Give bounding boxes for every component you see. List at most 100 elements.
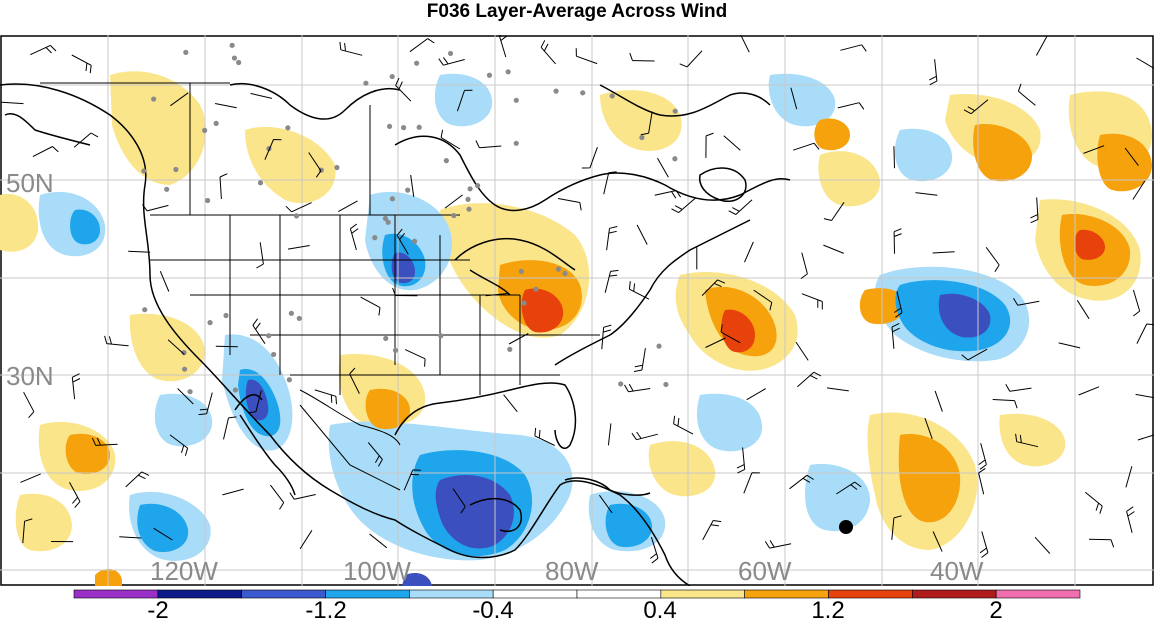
station-dot xyxy=(518,268,524,275)
colorbar-swatch xyxy=(157,589,242,599)
wind-barb xyxy=(91,437,118,446)
station-dot xyxy=(672,108,678,114)
wind-barb xyxy=(1132,289,1141,317)
wind-barb xyxy=(740,35,750,53)
wind-barb xyxy=(631,431,658,441)
wind-barb xyxy=(736,447,746,474)
wind-barb xyxy=(1034,536,1051,554)
wind-barb xyxy=(746,388,766,401)
wind-barb xyxy=(540,40,556,65)
station-dot xyxy=(285,125,291,131)
colorbar-swatch xyxy=(73,589,159,599)
wind-barb xyxy=(978,467,986,495)
station-dot xyxy=(293,213,300,219)
station-dot xyxy=(207,320,213,326)
wind-map: 50N 30N 120W 100W 80W 60W 40W xyxy=(0,35,1154,586)
station-dot xyxy=(164,186,170,192)
wind-barb xyxy=(671,197,696,214)
station-dot xyxy=(414,60,420,66)
wind-barb xyxy=(728,199,753,215)
station-dot xyxy=(334,164,340,171)
wind-barb xyxy=(963,99,989,115)
wind-barb xyxy=(339,41,363,56)
wind-barb xyxy=(20,473,41,483)
wind-barb xyxy=(624,383,651,393)
wind-barb xyxy=(338,200,358,213)
lat-lon-grid xyxy=(0,35,1154,586)
wind-barb xyxy=(128,250,151,253)
wind-barb xyxy=(508,333,529,345)
wind-barb xyxy=(1137,434,1154,441)
station-dot xyxy=(533,286,539,292)
wind-barb xyxy=(836,481,862,495)
wind-barb xyxy=(978,443,987,470)
wind-barb xyxy=(1084,491,1103,514)
station-dot xyxy=(187,389,193,395)
wind-barb xyxy=(705,132,714,158)
colorbar-tick-0-4: 0.4 xyxy=(643,597,676,622)
colorbar: -2 -1.2 -0.4 0.4 1.2 2 xyxy=(73,589,1081,622)
station-dot xyxy=(223,312,229,319)
wind-barb xyxy=(403,469,421,491)
wind-barb xyxy=(603,171,617,195)
lon-label-40w: 40W xyxy=(930,556,984,586)
wind-barb xyxy=(1030,197,1039,224)
station-dot xyxy=(663,381,669,388)
wind-barb xyxy=(23,391,35,419)
wind-barb xyxy=(891,322,900,349)
wind-barb xyxy=(992,399,1018,409)
wind-barb xyxy=(256,242,264,269)
wind-barb xyxy=(673,415,694,435)
wind-barb xyxy=(657,157,669,178)
wind-barb xyxy=(198,392,213,416)
station-dot xyxy=(181,350,187,356)
wind-barb xyxy=(71,373,81,400)
wind-barb xyxy=(299,530,313,550)
wind-barb xyxy=(215,103,237,109)
station-dot xyxy=(618,381,624,387)
wind-barb xyxy=(640,111,653,136)
political-borders xyxy=(40,82,600,491)
station-dot xyxy=(451,212,457,219)
wind-barb xyxy=(30,44,57,56)
wind-barb xyxy=(894,291,903,318)
wind-barb xyxy=(1132,180,1146,200)
wind-barb xyxy=(789,474,814,490)
wind-barb xyxy=(1126,506,1135,533)
wind-barb xyxy=(826,387,849,392)
colorbar-swatches xyxy=(73,589,1081,599)
wind-barb xyxy=(633,348,646,373)
station-dot xyxy=(386,123,393,130)
station-dot xyxy=(389,73,395,80)
map-title: F036 Layer-Average Across Wind xyxy=(426,1,728,22)
station-dot xyxy=(173,166,179,173)
station-dot xyxy=(392,347,399,353)
wind-barb xyxy=(924,417,933,439)
station-dot xyxy=(400,125,407,131)
wind-barb xyxy=(1017,83,1036,106)
wind-barb xyxy=(456,89,473,112)
wind-barb xyxy=(440,129,461,150)
wind-barb xyxy=(222,488,244,496)
wind-barb xyxy=(250,92,273,99)
station-dot xyxy=(412,238,418,244)
station-dot xyxy=(389,196,396,202)
wind-barb xyxy=(498,35,508,58)
wind-barb xyxy=(701,279,726,296)
wind-barb xyxy=(628,281,650,300)
wind-barb xyxy=(71,54,92,74)
wind-barb xyxy=(1088,538,1115,548)
station-dot xyxy=(231,55,238,61)
wind-barb xyxy=(604,269,619,293)
wind-barb xyxy=(823,244,844,254)
wind-barb xyxy=(404,349,426,367)
station-dot xyxy=(296,315,302,322)
station-dot xyxy=(232,387,239,393)
wind-barb xyxy=(32,146,59,158)
wind-barb xyxy=(119,536,142,539)
wind-barb xyxy=(795,341,809,361)
wind-barb xyxy=(169,434,189,456)
colorbar-tick-neg0-4: -0.4 xyxy=(472,597,513,622)
wind-barb xyxy=(360,296,381,316)
wind-barb xyxy=(744,241,754,263)
